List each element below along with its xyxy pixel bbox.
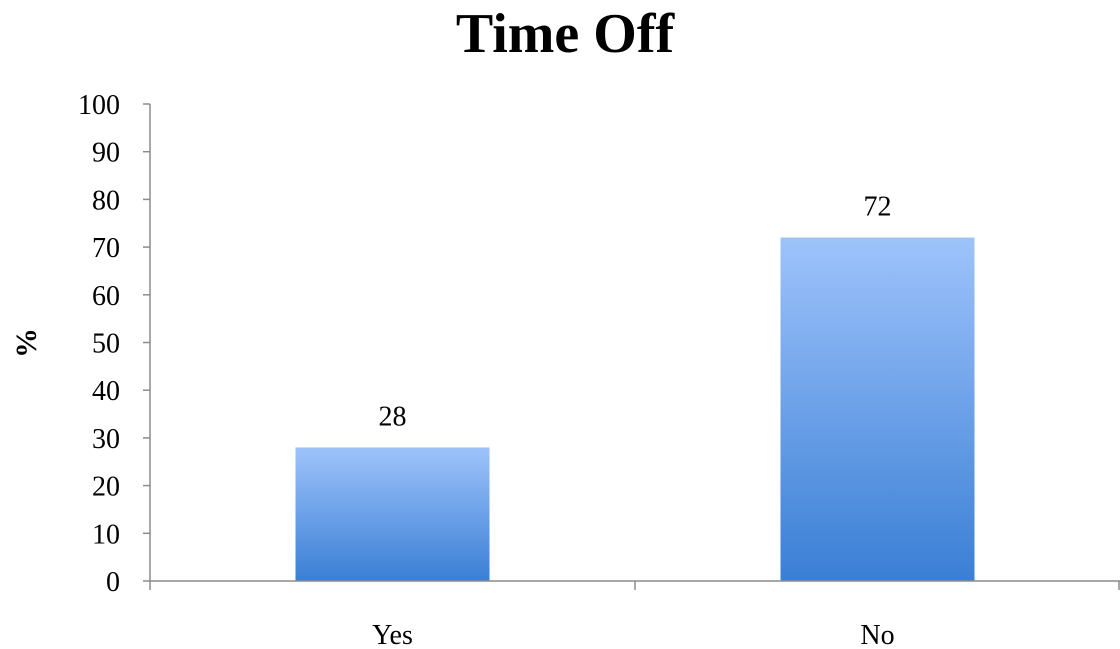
data-label: 72 [864, 192, 892, 223]
y-tick-label: 10 [92, 519, 120, 550]
bars [295, 237, 975, 581]
x-category-label: Yes [372, 620, 413, 649]
y-tick-label: 90 [92, 138, 120, 169]
bar-yes [295, 447, 490, 581]
y-tick-label: 40 [92, 376, 120, 407]
data-label: 28 [379, 401, 407, 432]
x-axis-tick-marks [149, 581, 1120, 590]
y-tick-label: 50 [92, 329, 120, 360]
y-tick-label: 60 [92, 281, 120, 312]
x-axis-categories: Yes No [372, 620, 894, 649]
bar-no [780, 237, 975, 581]
y-tick-label: 70 [92, 233, 120, 264]
y-tick-label: 100 [78, 90, 120, 121]
x-category-label: No [860, 620, 894, 649]
y-tick-label: 0 [106, 567, 120, 598]
y-axis-label: % [10, 328, 43, 358]
y-tick-label: 20 [92, 472, 120, 503]
y-tick-label: 80 [92, 185, 120, 216]
y-axis-ticks: 0 10 20 30 40 50 60 70 80 90 100 [78, 90, 150, 598]
data-labels: 28 72 [379, 192, 892, 433]
chart-title: Time Off [456, 3, 676, 65]
y-tick-label: 30 [92, 424, 120, 455]
